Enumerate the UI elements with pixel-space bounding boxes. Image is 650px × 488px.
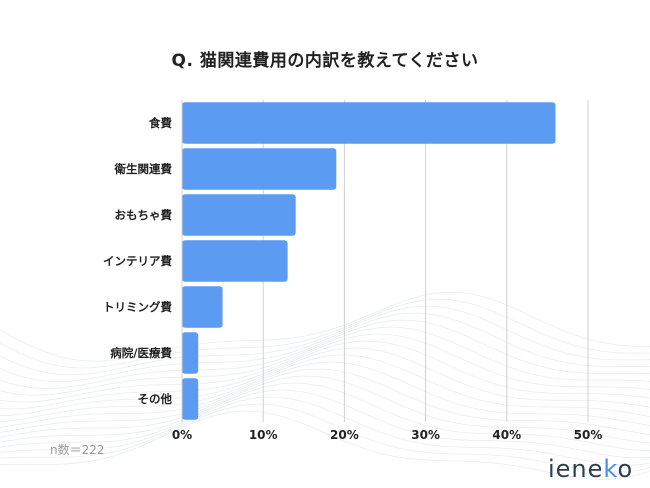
wave-line bbox=[0, 389, 650, 459]
logo-text-accent: k bbox=[603, 455, 618, 483]
wave-line bbox=[0, 298, 650, 369]
wave-line bbox=[0, 319, 650, 389]
x-tick-label: 10% bbox=[249, 428, 278, 442]
bar bbox=[182, 332, 199, 374]
wave-line bbox=[0, 382, 650, 452]
chart-title: Q. 猫関連費用の内訳を教えてください bbox=[171, 51, 479, 71]
bar bbox=[182, 286, 223, 328]
category-label: その他 bbox=[138, 392, 173, 406]
wave-line bbox=[0, 312, 650, 383]
category-label: 食費 bbox=[149, 116, 172, 130]
bar bbox=[182, 148, 337, 190]
x-tick-label: 30% bbox=[411, 428, 440, 442]
category-label: 病院/医療費 bbox=[110, 346, 172, 360]
x-tick-label: 50% bbox=[574, 428, 603, 442]
x-tick-label: 20% bbox=[330, 428, 359, 442]
bar bbox=[182, 102, 556, 144]
category-label: 衛生関連費 bbox=[114, 162, 173, 176]
bar bbox=[182, 194, 296, 236]
wave-line bbox=[0, 326, 650, 396]
wave-line bbox=[0, 375, 650, 444]
wave-line bbox=[0, 368, 650, 435]
wave-line bbox=[0, 305, 650, 376]
ieneko-logo: ieneko bbox=[548, 455, 633, 483]
sample-size-note: n数＝222 bbox=[50, 443, 105, 457]
wave-line bbox=[0, 410, 650, 480]
category-label: インテリア費 bbox=[103, 254, 172, 268]
wave-line bbox=[0, 333, 650, 403]
wave-line bbox=[0, 403, 650, 473]
wave-line bbox=[0, 347, 650, 417]
wave-line bbox=[0, 361, 650, 428]
x-tick-label: 40% bbox=[492, 428, 521, 442]
wave-line bbox=[0, 291, 650, 362]
category-label: トリミング費 bbox=[103, 300, 172, 314]
logo-text-tail: o bbox=[617, 455, 634, 483]
bar bbox=[182, 378, 199, 420]
wave-line bbox=[0, 340, 650, 410]
wave-line bbox=[0, 396, 650, 466]
category-label: おもちゃ費 bbox=[115, 208, 173, 222]
wave-line bbox=[0, 354, 650, 423]
bar bbox=[182, 240, 288, 282]
logo-text-main: iene bbox=[548, 455, 604, 483]
x-tick-label: 0% bbox=[172, 428, 192, 442]
